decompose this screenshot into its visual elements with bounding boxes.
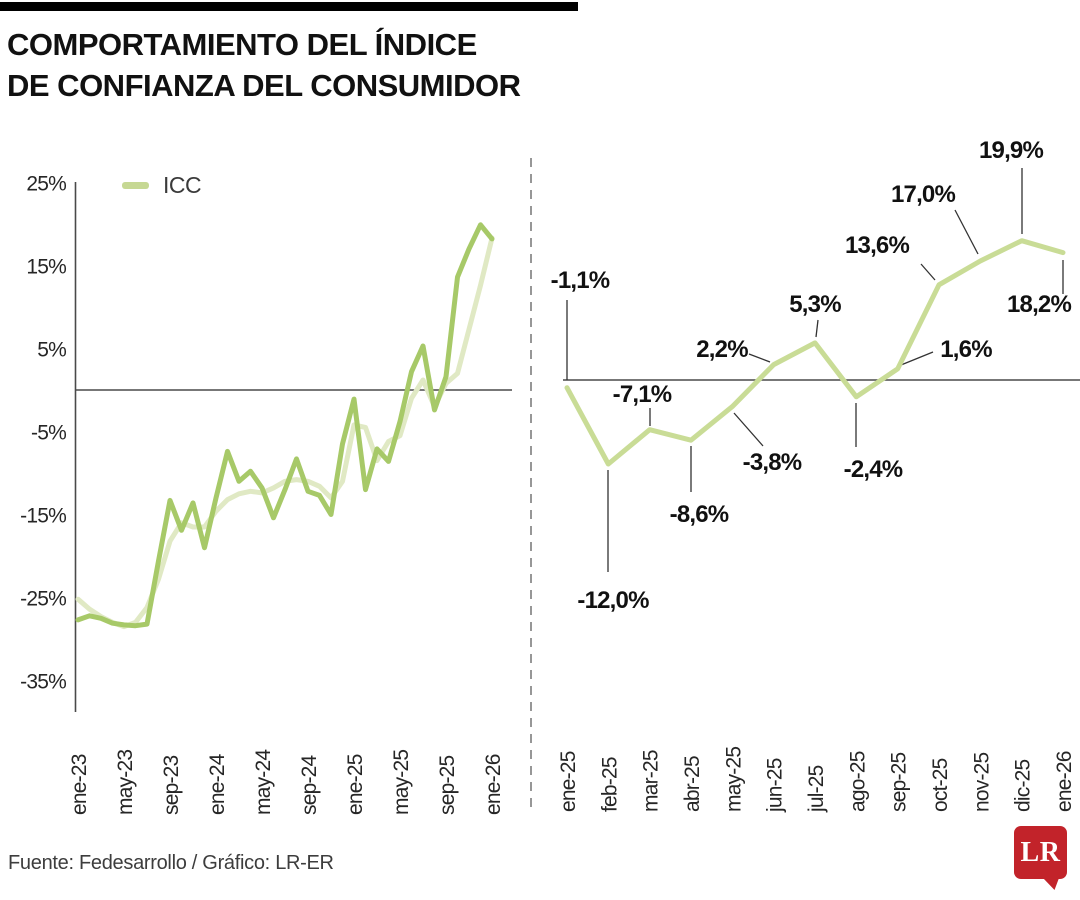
label-leader-line <box>815 319 819 338</box>
y-tick-label: 25% <box>26 173 66 196</box>
x-tick-label: may-25 <box>722 747 745 812</box>
data-label: -1,1% <box>551 267 610 294</box>
x-tick-label: sep-24 <box>298 754 321 815</box>
icc-secondary-line <box>75 235 495 630</box>
left-line-chart: 25% 15% 5% -5% -15% -25% -35% ene-23 may-23 sep-2… <box>20 173 512 815</box>
data-label: 18,2% <box>1007 291 1072 318</box>
x-tick-label: sep-25 <box>436 755 459 815</box>
x-tick-label: ene-25 <box>344 754 367 815</box>
data-label: 5,3% <box>789 291 841 318</box>
y-tick-label: -15% <box>20 505 66 528</box>
title-line-2: DE CONFIANZA DEL CONSUMIDOR <box>7 68 521 103</box>
title-line-1: COMPORTAMIENTO DEL ÍNDICE <box>7 27 477 62</box>
x-tick-label: may-24 <box>252 749 275 815</box>
y-tick-label: -25% <box>20 588 66 611</box>
y-tick-label: -35% <box>20 671 66 694</box>
data-label: -7,1% <box>613 381 672 408</box>
x-tick-label: ene-26 <box>482 754 505 815</box>
x-tick-label: jul-25 <box>805 765 828 813</box>
y-tick-label: 5% <box>37 339 66 362</box>
label-leader-line <box>900 351 934 366</box>
page-title: COMPORTAMIENTO DEL ÍNDICE DE CONFIANZA D… <box>7 24 521 106</box>
data-label: 13,6% <box>845 232 910 259</box>
data-label: -3,8% <box>743 449 802 476</box>
x-tick-label: sep-25 <box>888 752 911 812</box>
x-tick-label: oct-25 <box>929 758 952 812</box>
legend-label-icc: ICC <box>163 172 202 198</box>
label-leader-line <box>733 412 764 447</box>
top-black-bar <box>0 2 578 11</box>
x-tick-label: ene-23 <box>68 754 91 815</box>
x-tick-label: sep-23 <box>160 755 183 815</box>
legend: ICC <box>122 172 202 199</box>
x-tick-label: dic-25 <box>1012 759 1035 812</box>
x-tick-label: feb-25 <box>598 757 621 812</box>
x-tick-label: ene-26 <box>1053 751 1076 812</box>
lr-logo: LR <box>1014 826 1067 890</box>
x-tick-label: nov-25 <box>970 752 993 812</box>
x-tick-label: ene-25 <box>557 751 580 812</box>
lr-logo-tail <box>1043 878 1059 890</box>
data-label: 1,6% <box>940 336 992 363</box>
source-credit: Fuente: Fedesarrollo / Gráfico: LR-ER <box>8 852 334 874</box>
legend-swatch-icc <box>122 182 149 189</box>
data-label: -2,4% <box>844 456 903 483</box>
label-leader-line <box>920 263 936 281</box>
icc-line <box>75 222 495 629</box>
icc-monthly-line <box>564 238 1066 467</box>
x-tick-label: may-23 <box>114 750 137 815</box>
x-tick-label: may-25 <box>390 750 413 815</box>
data-label: 2,2% <box>696 336 748 363</box>
x-tick-label: mar-25 <box>640 750 663 812</box>
x-tick-label: ene-24 <box>206 753 229 815</box>
label-leader-line <box>954 209 979 255</box>
data-label: 17,0% <box>891 181 956 208</box>
data-label: -12,0% <box>577 587 649 614</box>
right-line-chart: -1,1% -12,0% -7,1% -8,6% -3,8% 2,2% 5,3% -2,4% 1… <box>530 137 1080 813</box>
data-label: 19,9% <box>979 137 1044 164</box>
y-tick-label: 15% <box>26 256 66 279</box>
x-tick-label: ago-25 <box>846 751 869 812</box>
x-tick-label: jun-25 <box>764 758 787 813</box>
x-tick-label: abr-25 <box>681 756 704 812</box>
data-label: -8,6% <box>670 501 729 528</box>
lr-logo-text: LR <box>1020 836 1061 868</box>
y-tick-label: -5% <box>31 422 66 445</box>
label-leader-line <box>748 353 771 363</box>
